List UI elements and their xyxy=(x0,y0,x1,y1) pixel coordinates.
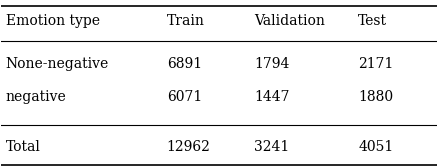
Text: negative: negative xyxy=(6,90,67,104)
Text: Total: Total xyxy=(6,140,41,154)
Text: 12962: 12962 xyxy=(167,140,211,154)
Text: 1880: 1880 xyxy=(358,90,393,104)
Text: 1794: 1794 xyxy=(254,57,289,71)
Text: Emotion type: Emotion type xyxy=(6,14,100,28)
Text: Test: Test xyxy=(358,14,387,28)
Text: 1447: 1447 xyxy=(254,90,290,104)
Text: 6071: 6071 xyxy=(167,90,202,104)
Text: None-negative: None-negative xyxy=(6,57,109,71)
Text: 4051: 4051 xyxy=(358,140,393,154)
Text: 6891: 6891 xyxy=(167,57,202,71)
Text: Train: Train xyxy=(167,14,205,28)
Text: 2171: 2171 xyxy=(358,57,394,71)
Text: 3241: 3241 xyxy=(254,140,289,154)
Text: Validation: Validation xyxy=(254,14,325,28)
